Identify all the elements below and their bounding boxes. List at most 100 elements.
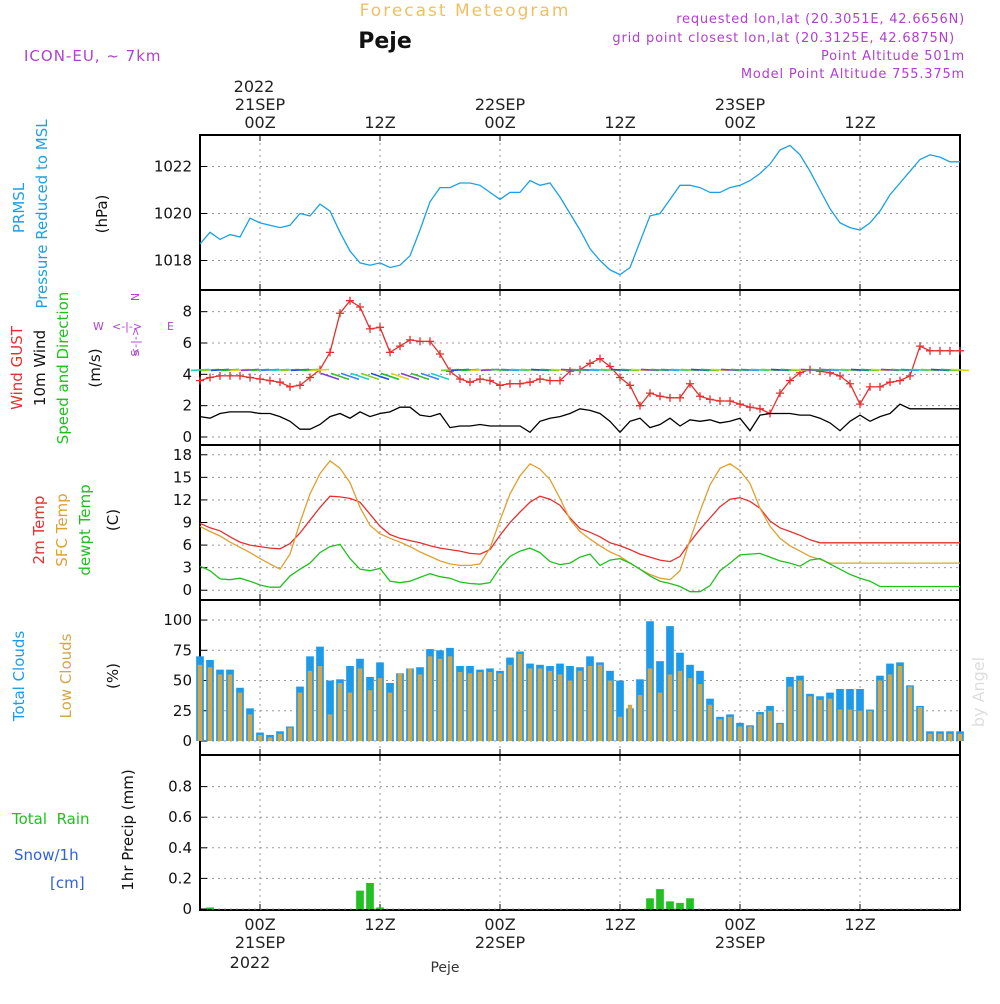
clouds-bar	[537, 668, 543, 741]
clouds-bar	[857, 710, 863, 741]
footer-location: Peje	[430, 960, 459, 976]
clouds-bar	[377, 678, 383, 741]
clouds-bar	[947, 733, 953, 741]
gust-marker	[446, 367, 454, 376]
top-hour-label: 12Z	[364, 113, 395, 132]
wind-ytick-label: 8	[182, 303, 192, 321]
gust-marker	[336, 309, 344, 318]
location-title: Peje	[358, 29, 412, 54]
precipitation-bar	[646, 898, 654, 909]
wind-panel: 0 2 4 6 8	[182, 289, 970, 446]
gust-marker	[516, 379, 524, 388]
wind-barb	[380, 372, 400, 381]
gust-marker	[396, 342, 404, 351]
wind-barb	[310, 368, 330, 372]
gust-marker	[906, 371, 914, 380]
total-clouds-label: Total Clouds	[10, 631, 28, 723]
temp-labels: 2m Temp SFC Temp dewpt Temp (C)	[30, 484, 122, 575]
clouds-unit: (%)	[104, 663, 122, 689]
precipitation-ytick-label: 0.8	[168, 778, 192, 796]
clouds-bar	[837, 709, 843, 741]
compass-s: S	[129, 349, 142, 356]
clouds-bar	[287, 727, 293, 741]
precipitation-panel: 0 0.2 0.4 0.6 0.8	[168, 754, 961, 918]
temperature-ytick-label: 18	[173, 446, 192, 464]
clouds-bar	[227, 674, 233, 741]
snow-unit-label: [cm]	[50, 874, 85, 892]
top-year-label: 2022	[234, 77, 275, 96]
gust-marker	[416, 337, 424, 346]
gust-marker	[636, 401, 644, 410]
clouds-panel: 0 25 50 75 100	[163, 599, 964, 756]
clouds-bar	[257, 734, 263, 741]
temperature-ytick-label: 15	[173, 468, 192, 486]
gust-marker	[506, 379, 514, 388]
gust-marker	[346, 296, 354, 305]
clouds-bar	[897, 666, 903, 741]
compass-icon: N W E S <-|-> <-|->	[93, 293, 174, 357]
sfc-label: SFC Temp	[53, 493, 71, 566]
wind-barb	[360, 372, 380, 381]
prmsl-sub-label: Pressure Reduced to MSL	[33, 119, 51, 309]
clouds-bar	[207, 667, 213, 741]
gust-marker	[476, 375, 484, 384]
gust-marker	[426, 337, 434, 346]
clouds-bar	[617, 716, 623, 741]
clouds-bar	[917, 707, 923, 741]
gust-marker	[466, 378, 474, 387]
gust-marker	[366, 324, 374, 333]
gust-marker	[756, 404, 764, 413]
gust-marker	[656, 392, 664, 401]
clouds-bar	[867, 710, 873, 741]
dewpt-label: dewpt Temp	[76, 484, 94, 575]
clouds-bar	[877, 680, 883, 741]
prmsl-label: PRMSL	[10, 182, 28, 233]
temperature-ytick-label: 6	[182, 536, 192, 554]
top-hour-label: 00Z	[244, 113, 275, 132]
gust-marker	[896, 376, 904, 385]
wind-ytick-label: 6	[182, 334, 192, 352]
bottom-hour-label: 12Z	[844, 915, 875, 934]
bottom-day-label: 21SEP	[235, 933, 286, 952]
gust-marker	[266, 376, 274, 385]
clouds-bar	[597, 664, 603, 741]
watermark: by Angel	[969, 657, 988, 727]
gust-marker	[206, 373, 214, 382]
clouds-bar	[777, 724, 783, 741]
clouds-bar	[667, 674, 673, 741]
wind-barb	[420, 372, 440, 381]
clouds-ytick-label: 100	[163, 611, 192, 629]
top-day-label: 21SEP	[235, 95, 286, 114]
clouds-bar	[647, 668, 653, 741]
wind-barb	[390, 372, 410, 381]
top-day-label: 22SEP	[475, 95, 526, 114]
gust-marker	[926, 346, 934, 355]
clouds-bar	[347, 692, 353, 741]
clouds-bar	[827, 698, 833, 741]
clouds-bar	[757, 714, 763, 741]
temperature-ytick-label: 12	[173, 491, 192, 509]
precipitation-frame	[199, 754, 961, 911]
bottom-hour-label: 00Z	[724, 915, 755, 934]
clouds-bar	[616, 680, 624, 741]
clouds-bar	[677, 670, 683, 741]
gust-marker	[556, 376, 564, 385]
pressure-ytick-label: 1022	[154, 158, 192, 176]
wind10m-label: 10m Wind	[31, 330, 49, 406]
wind-ytick-label: 4	[182, 365, 192, 383]
gust-marker	[686, 379, 694, 388]
precipitation-bar	[356, 890, 364, 909]
gust-marker	[246, 373, 254, 382]
top-hour-label: 00Z	[724, 113, 755, 132]
gust-marker	[216, 371, 224, 380]
clouds-bar	[357, 668, 363, 741]
gust-marker	[326, 348, 334, 357]
gust-marker	[566, 367, 574, 376]
clouds-bar	[417, 674, 423, 741]
clouds-bar	[567, 680, 573, 741]
clouds-bar	[717, 719, 723, 741]
low-clouds-label: Low Clouds	[57, 633, 75, 718]
gust-marker	[596, 354, 604, 363]
